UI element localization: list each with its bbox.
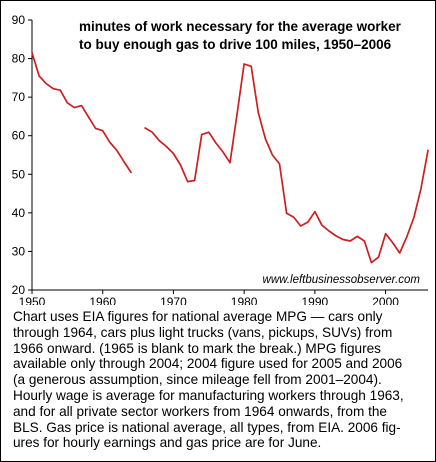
x-tick-label: 1950 <box>19 295 46 305</box>
x-tick-label: 2000 <box>372 295 399 305</box>
y-tick-label: 50 <box>12 167 26 181</box>
y-tick-label: 70 <box>12 90 26 104</box>
x-tick-label: 1970 <box>160 295 187 305</box>
chart: 20 30 40 50 60 70 80 90 1950 1960 1970 1980 1990 2000… <box>12 13 429 305</box>
x-tick-label: 1960 <box>89 295 116 305</box>
x-tick-label: 1990 <box>302 295 329 305</box>
y-tick-label: 30 <box>12 244 26 258</box>
y-tick-label: 60 <box>12 129 26 143</box>
source-annotation: www.leftbusinessobserver.com <box>263 274 421 286</box>
y-tick-label: 80 <box>12 52 26 66</box>
x-tick-label: 1980 <box>231 295 258 305</box>
y-tick-label: 40 <box>12 206 26 220</box>
series-line-1 <box>31 51 132 174</box>
chart-title-line: to buy enough gas to drive 100 miles, 19… <box>79 37 392 52</box>
chart-title-line: minutes of work necessary for the averag… <box>79 19 402 34</box>
y-tick-label: 90 <box>12 13 26 27</box>
y-tick-label: 20 <box>12 283 26 297</box>
series-line-2 <box>144 63 429 264</box>
chart-caption: Chart uses EIA figures for national aver… <box>13 309 404 451</box>
